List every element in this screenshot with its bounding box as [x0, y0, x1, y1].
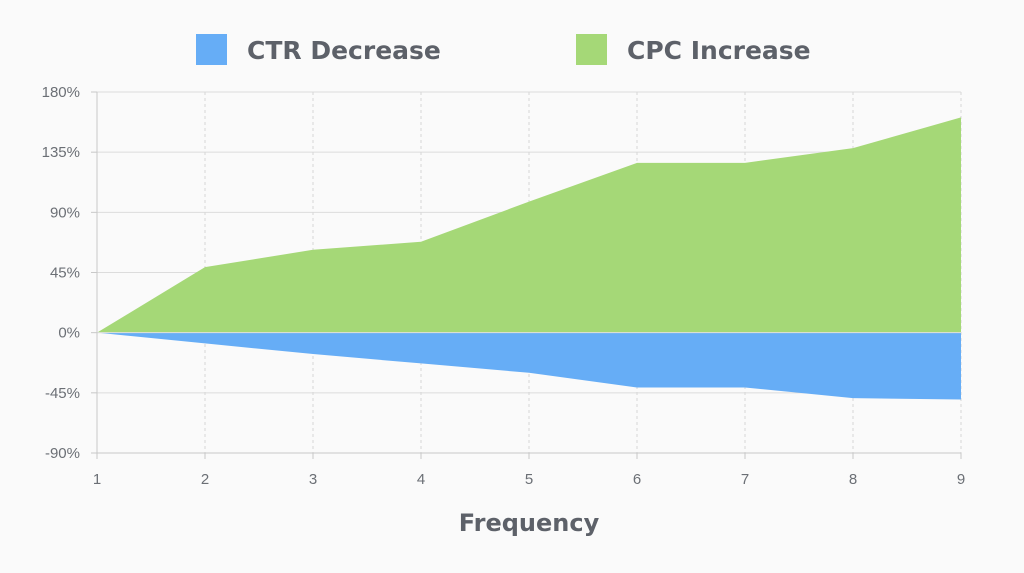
x-tick-label: 8: [849, 471, 857, 488]
y-tick-label: 135%: [42, 144, 80, 161]
y-tick-label: 45%: [50, 265, 80, 282]
cpc-increase-area: [97, 117, 961, 333]
series-areas: [97, 117, 961, 400]
y-tick-label: 0%: [58, 325, 80, 342]
y-tick-label: 90%: [50, 204, 80, 221]
x-tick-label: 1: [93, 471, 101, 488]
x-axis-ticks: 1 2 3 4 5 6 7 8 9: [93, 453, 965, 488]
cpc-increase-legend-label: CPC Increase: [627, 36, 811, 65]
x-tick-label: 7: [741, 471, 749, 488]
ctr-decrease-legend-swatch: [196, 34, 227, 65]
legend: CTR Decrease CPC Increase: [196, 34, 811, 65]
x-tick-label: 2: [201, 471, 209, 488]
ctr-decrease-legend-label: CTR Decrease: [247, 36, 441, 65]
x-tick-label: 9: [957, 471, 965, 488]
cpc-increase-legend-swatch: [576, 34, 607, 65]
y-tick-label: 180%: [42, 84, 80, 101]
x-tick-label: 4: [417, 471, 425, 488]
y-tick-label: -45%: [45, 385, 80, 402]
x-tick-label: 6: [633, 471, 641, 488]
y-tick-label: -90%: [45, 445, 80, 462]
x-tick-label: 5: [525, 471, 533, 488]
ctr-decrease-area: [97, 332, 961, 400]
y-axis-ticks: -90% -45% 0% 45% 90% 135% 180%: [42, 84, 97, 462]
x-tick-label: 3: [309, 471, 317, 488]
x-axis-title: Frequency: [459, 509, 600, 537]
